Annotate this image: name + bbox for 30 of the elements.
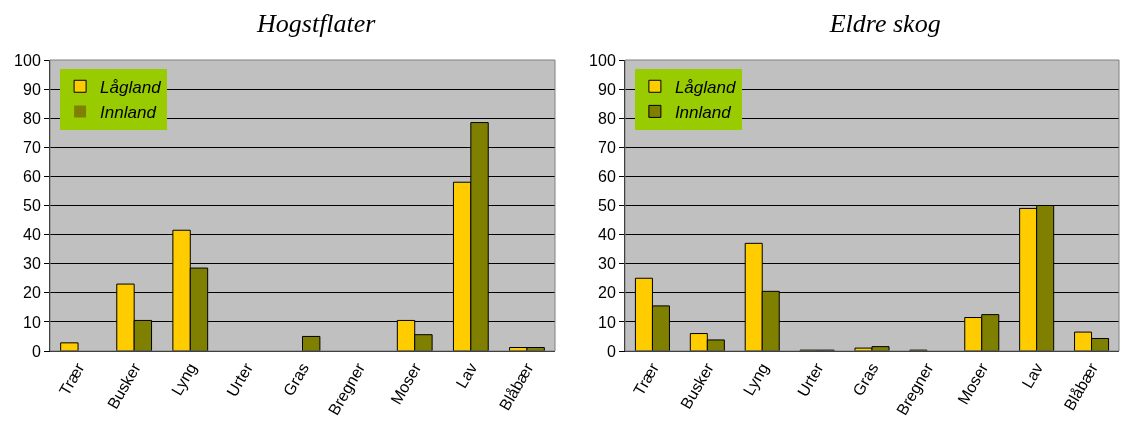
- y-tick-label: 70: [23, 138, 41, 156]
- chart-title: Eldre skog: [828, 8, 941, 38]
- y-tick-label: 50: [598, 197, 616, 215]
- y-tick-label: 40: [598, 226, 616, 244]
- y-tick-label: 80: [598, 109, 616, 127]
- y-tick-label: 40: [23, 226, 41, 244]
- y-tick-label: 60: [598, 168, 616, 185]
- x-tick-label: Lav: [452, 360, 481, 392]
- y-tick-label: 100: [14, 51, 41, 69]
- y-tick-label: 20: [598, 284, 616, 302]
- y-tick-label: 90: [598, 80, 616, 98]
- y-tick-label: 60: [23, 168, 41, 185]
- y-tick-label: 20: [23, 284, 41, 302]
- chart-title: Hogstflater: [256, 8, 377, 38]
- y-tick-label: 30: [23, 255, 41, 273]
- y-tick-label: 0: [31, 342, 41, 360]
- legend-label: Lågland: [100, 77, 162, 97]
- y-tick-label: 10: [23, 313, 41, 331]
- y-tick-label: 80: [23, 109, 41, 127]
- y-tick-label: 30: [598, 255, 616, 273]
- legend-label: Innland: [100, 103, 157, 123]
- legend-label: Innland: [674, 103, 732, 123]
- y-tick-label: 50: [23, 197, 41, 215]
- y-tick-label: 10: [598, 313, 616, 331]
- y-tick-label: 0: [606, 342, 616, 360]
- y-tick-label: 70: [598, 138, 616, 156]
- y-tick-label: 100: [589, 51, 616, 69]
- y-tick-label: 90: [23, 80, 41, 98]
- legend-label: Lågland: [674, 77, 736, 97]
- x-tick-label: Lav: [1018, 360, 1047, 392]
